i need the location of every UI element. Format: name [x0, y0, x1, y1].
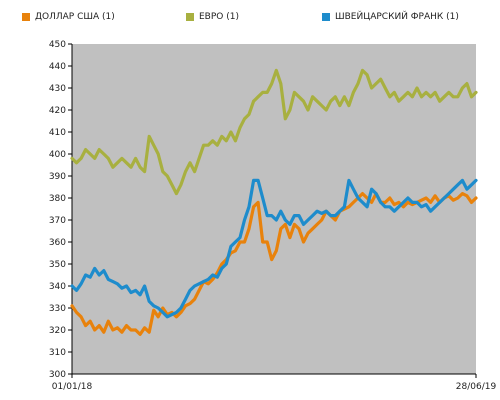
y-tick-label: 430 — [49, 84, 66, 94]
y-tick-label: 300 — [49, 370, 66, 380]
legend: ДОЛЛАР США (1) ЕВРО (1) ШВЕЙЦАРСКИЙ ФРАН… — [0, 0, 500, 30]
y-tick-label: 340 — [49, 282, 66, 292]
y-tick-label: 330 — [49, 304, 66, 314]
x-tick-label-start: 01/01/18 — [52, 382, 93, 392]
legend-swatch-usd — [22, 13, 30, 21]
y-tick-label: 370 — [49, 216, 66, 226]
y-tick-label: 310 — [49, 348, 66, 358]
legend-item-eur: ЕВРО (1) — [186, 10, 239, 24]
y-tick-label: 350 — [49, 260, 66, 270]
legend-label-eur: ЕВРО (1) — [199, 12, 239, 22]
y-tick-label: 450 — [49, 40, 66, 50]
legend-swatch-eur — [186, 13, 194, 21]
legend-label-usd: ДОЛЛАР США (1) — [35, 12, 115, 22]
legend-swatch-chf — [322, 13, 330, 21]
x-tick-label-end: 28/06/19 — [456, 382, 497, 392]
y-tick-label: 390 — [49, 172, 66, 182]
y-tick-label: 440 — [49, 62, 66, 72]
y-axis: 300 310 320 330 340 350 360 370 380 390 400 410 420 4… — [49, 40, 73, 380]
y-tick-label: 360 — [49, 238, 66, 248]
y-tick-label: 380 — [49, 194, 66, 204]
y-tick-label: 400 — [49, 150, 66, 160]
y-tick-label: 320 — [49, 326, 66, 336]
y-tick-label: 410 — [49, 128, 66, 138]
legend-item-usd: ДОЛЛАР США (1) — [22, 10, 115, 24]
legend-item-chf: ШВЕЙЦАРСКИЙ ФРАНК (1) — [322, 10, 459, 24]
series-line-chf — [70, 178, 478, 319]
x-axis: 01/01/18 28/06/19 — [52, 373, 497, 392]
plot-area — [72, 44, 476, 374]
y-tick-label: 420 — [49, 106, 66, 116]
legend-label-chf: ШВЕЙЦАРСКИЙ ФРАНК (1) — [335, 12, 459, 22]
series-line-usd — [70, 192, 478, 336]
series-layer — [70, 68, 478, 336]
series-line-eur — [70, 68, 478, 196]
